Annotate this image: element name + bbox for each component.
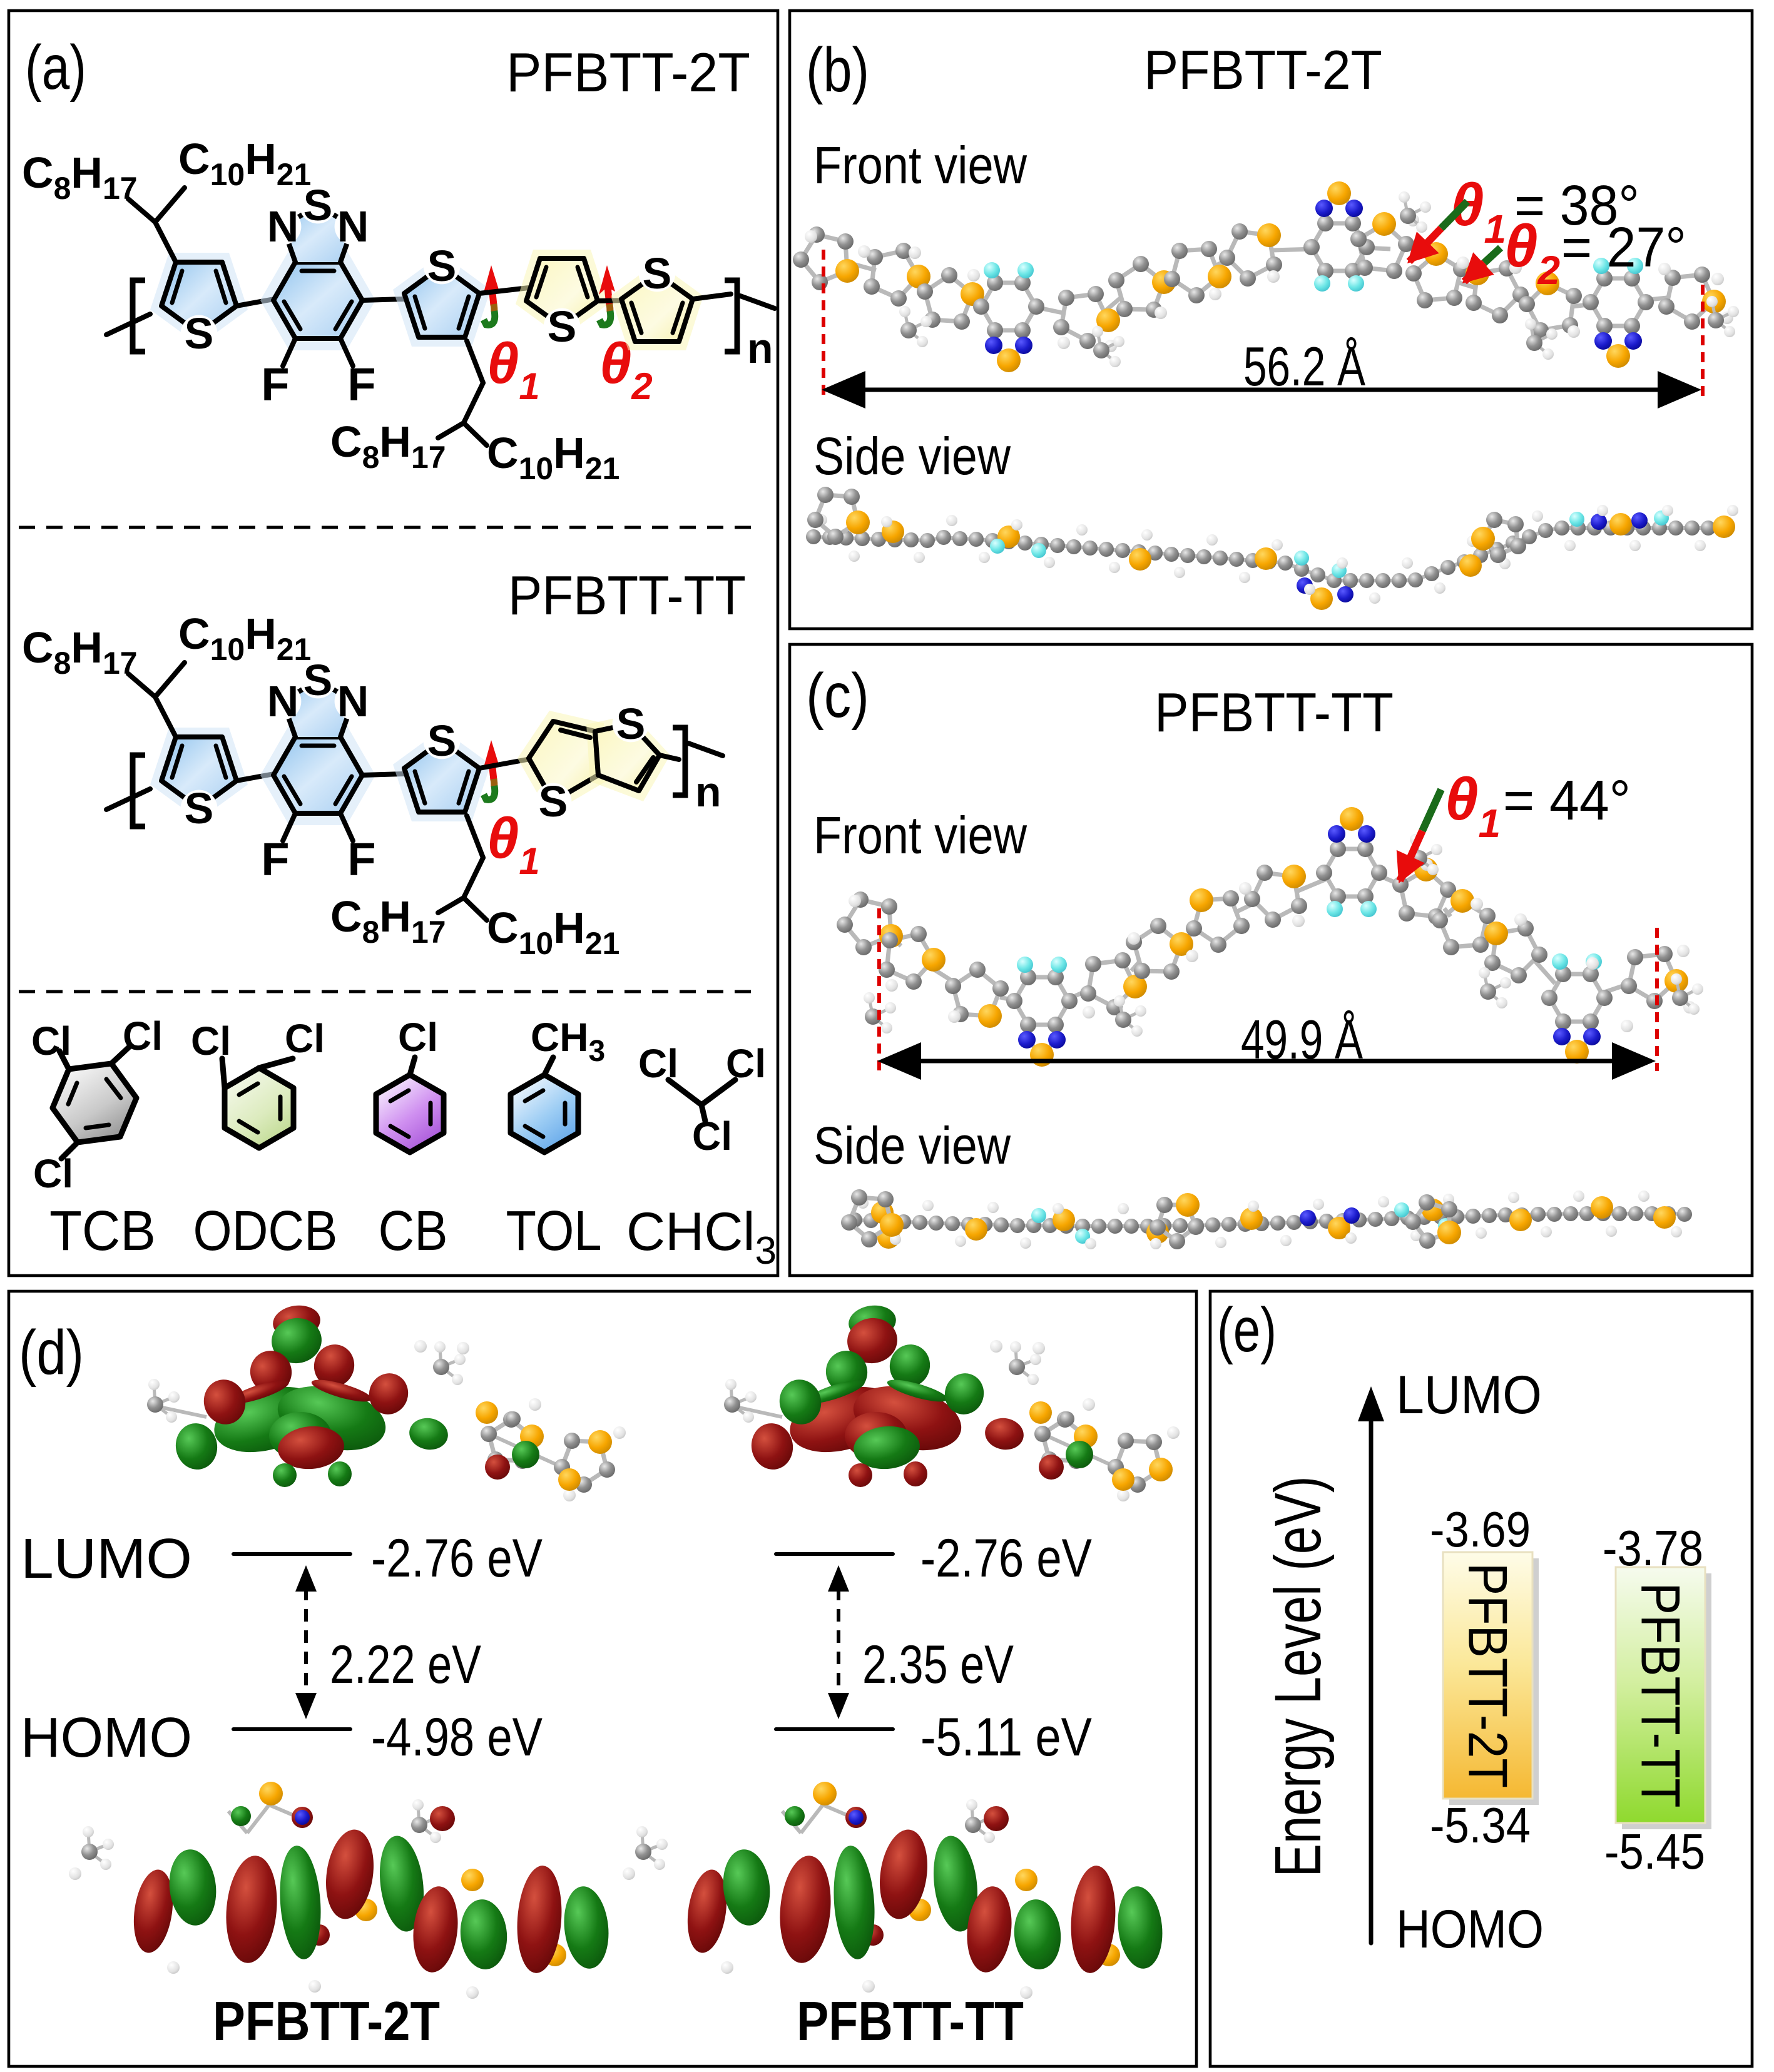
svg-text:S: S [616, 699, 646, 748]
svg-text:F: F [347, 358, 375, 410]
svg-text:HOMO: HOMO [1396, 1899, 1544, 1959]
svg-text:S: S [303, 656, 333, 704]
svg-text:-3.69: -3.69 [1430, 1501, 1531, 1557]
svg-text:-5.45: -5.45 [1604, 1824, 1705, 1879]
svg-text:Cl: Cl [31, 1018, 71, 1064]
svg-text:ODCB: ODCB [193, 1200, 338, 1262]
svg-text:-5.34: -5.34 [1430, 1797, 1531, 1853]
svg-text:PFBTT-TT: PFBTT-TT [1155, 681, 1394, 743]
svg-text:PFBTT-2T: PFBTT-2T [1457, 1563, 1519, 1788]
svg-text:S: S [303, 181, 333, 230]
svg-text:-4.98 eV: -4.98 eV [371, 1707, 543, 1767]
svg-text:C8H17: C8H17 [330, 417, 446, 475]
svg-text:2.35 eV: 2.35 eV [862, 1635, 1014, 1695]
svg-text:CHCl3: CHCl3 [626, 1202, 777, 1272]
svg-text:F: F [261, 358, 289, 410]
svg-text:PFBTT-2T: PFBTT-2T [1144, 39, 1382, 101]
svg-text:= 38°: = 38° [1514, 175, 1639, 237]
svg-text:= 44°: = 44° [1503, 769, 1631, 832]
svg-text:S: S [185, 784, 214, 833]
svg-text:CB: CB [379, 1200, 448, 1262]
svg-text:-3.78: -3.78 [1603, 1520, 1703, 1576]
svg-text:Front view: Front view [813, 136, 1027, 195]
svg-text:56.2 Å: 56.2 Å [1243, 335, 1365, 397]
svg-text:TOL: TOL [506, 1200, 602, 1262]
svg-text:LUMO: LUMO [1396, 1365, 1542, 1425]
svg-text:= 27°: = 27° [1561, 216, 1686, 279]
svg-text:N: N [337, 202, 369, 251]
svg-text:TCB: TCB [49, 1200, 156, 1262]
svg-text:Cl: Cl [33, 1151, 73, 1196]
svg-text:-5.11 eV: -5.11 eV [920, 1707, 1092, 1767]
svg-text:F: F [261, 833, 289, 885]
svg-text:Cl: Cl [285, 1016, 325, 1061]
svg-text:Side view: Side view [813, 427, 1011, 485]
svg-text:C8H17: C8H17 [22, 148, 138, 206]
svg-text:Cl: Cl [191, 1018, 231, 1064]
svg-text:HOMO: HOMO [21, 1707, 192, 1769]
svg-text:S: S [548, 302, 577, 351]
svg-text:Cl: Cl [692, 1114, 732, 1159]
svg-text:LUMO: LUMO [21, 1528, 192, 1590]
svg-text:S: S [643, 249, 672, 298]
svg-text:PFBTT-TT: PFBTT-TT [797, 1990, 1024, 2052]
svg-text:2.22 eV: 2.22 eV [330, 1635, 481, 1695]
svg-text:F: F [347, 833, 375, 885]
svg-text:n: n [747, 325, 773, 372]
svg-text:N: N [267, 202, 299, 251]
svg-text:n: n [695, 768, 721, 816]
svg-text:PFBTT-2T: PFBTT-2T [506, 41, 750, 103]
svg-text:PFBTT-TT: PFBTT-TT [508, 564, 746, 626]
svg-text:(d): (d) [19, 1318, 84, 1388]
svg-text:Cl: Cl [726, 1041, 766, 1086]
svg-text:Cl: Cl [398, 1015, 438, 1060]
svg-text:S: S [427, 716, 457, 765]
svg-text:Cl: Cl [123, 1013, 163, 1059]
svg-text:Cl: Cl [638, 1041, 678, 1086]
svg-text:(e): (e) [1217, 1295, 1277, 1365]
svg-text:PFBTT-2T: PFBTT-2T [213, 1990, 440, 2052]
svg-text:PFBTT-TT: PFBTT-TT [1630, 1583, 1692, 1808]
svg-text:Front view: Front view [813, 806, 1027, 865]
svg-text:(a): (a) [25, 33, 86, 103]
svg-text:S: S [427, 241, 457, 290]
svg-text:S: S [539, 777, 568, 826]
svg-text:N: N [267, 677, 299, 726]
svg-text:N: N [337, 677, 369, 726]
svg-text:Side view: Side view [813, 1116, 1011, 1175]
svg-text:(c): (c) [806, 661, 869, 731]
svg-text:-2.76 eV: -2.76 eV [920, 1528, 1092, 1588]
svg-text:S: S [185, 309, 214, 358]
svg-text:49.9 Å: 49.9 Å [1241, 1008, 1363, 1070]
svg-text:-2.76 eV: -2.76 eV [371, 1528, 543, 1588]
svg-text:(b): (b) [806, 35, 869, 105]
svg-text:Energy Level (eV): Energy Level (eV) [1262, 1476, 1335, 1877]
